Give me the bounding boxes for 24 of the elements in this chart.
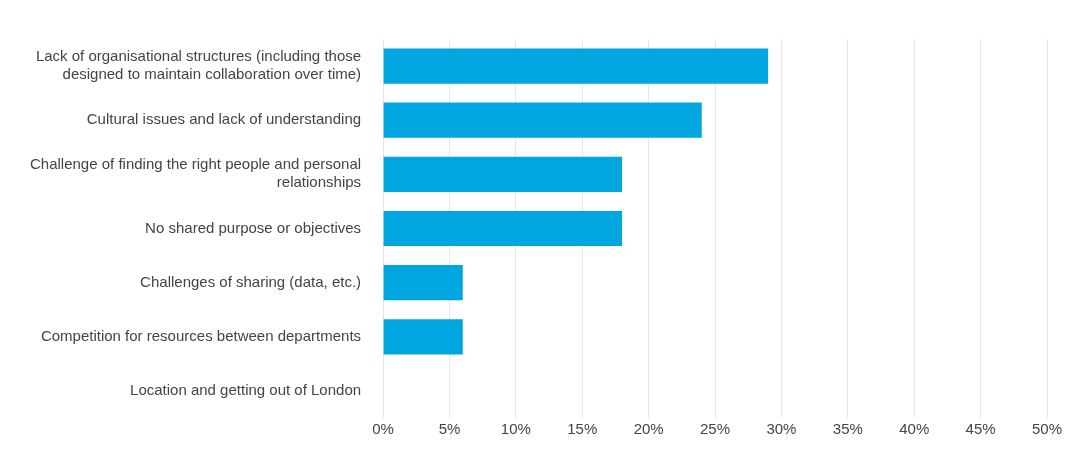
x-tick-label: 20%	[633, 420, 664, 438]
bar	[383, 265, 463, 301]
y-tick-label: Location and getting out of London	[130, 381, 362, 399]
x-tick-label: 25%	[700, 420, 731, 438]
x-tick-label: 35%	[832, 420, 863, 438]
bar	[383, 48, 769, 84]
bar	[383, 102, 702, 138]
y-tick-label: Lack of organisational structures (including those designed to maintain collaboration over time)	[35, 47, 362, 83]
y-tick-label: Competition for resources between departments	[40, 326, 362, 344]
x-tick-label: 10%	[500, 420, 531, 438]
x-tick-label: 50%	[1031, 420, 1063, 438]
y-tick-label: Cultural issues and lack of understanding	[86, 110, 362, 128]
y-tick-label: No shared purpose or objectives	[145, 218, 362, 236]
x-tick-label: 15%	[567, 420, 598, 438]
bar	[383, 210, 623, 247]
x-tick-label: 5%	[438, 420, 461, 438]
x-tick-label: 30%	[766, 420, 797, 438]
y-tick-label: Challenges of sharing (data, etc.)	[140, 272, 362, 290]
x-tick-label: 0%	[372, 420, 394, 438]
y-tick-label: Challenge of finding the right people and personal relationships	[30, 155, 362, 191]
bar	[383, 156, 623, 192]
bar	[383, 319, 463, 355]
x-tick-label: 40%	[899, 420, 930, 438]
x-tick-label: 45%	[965, 420, 996, 438]
